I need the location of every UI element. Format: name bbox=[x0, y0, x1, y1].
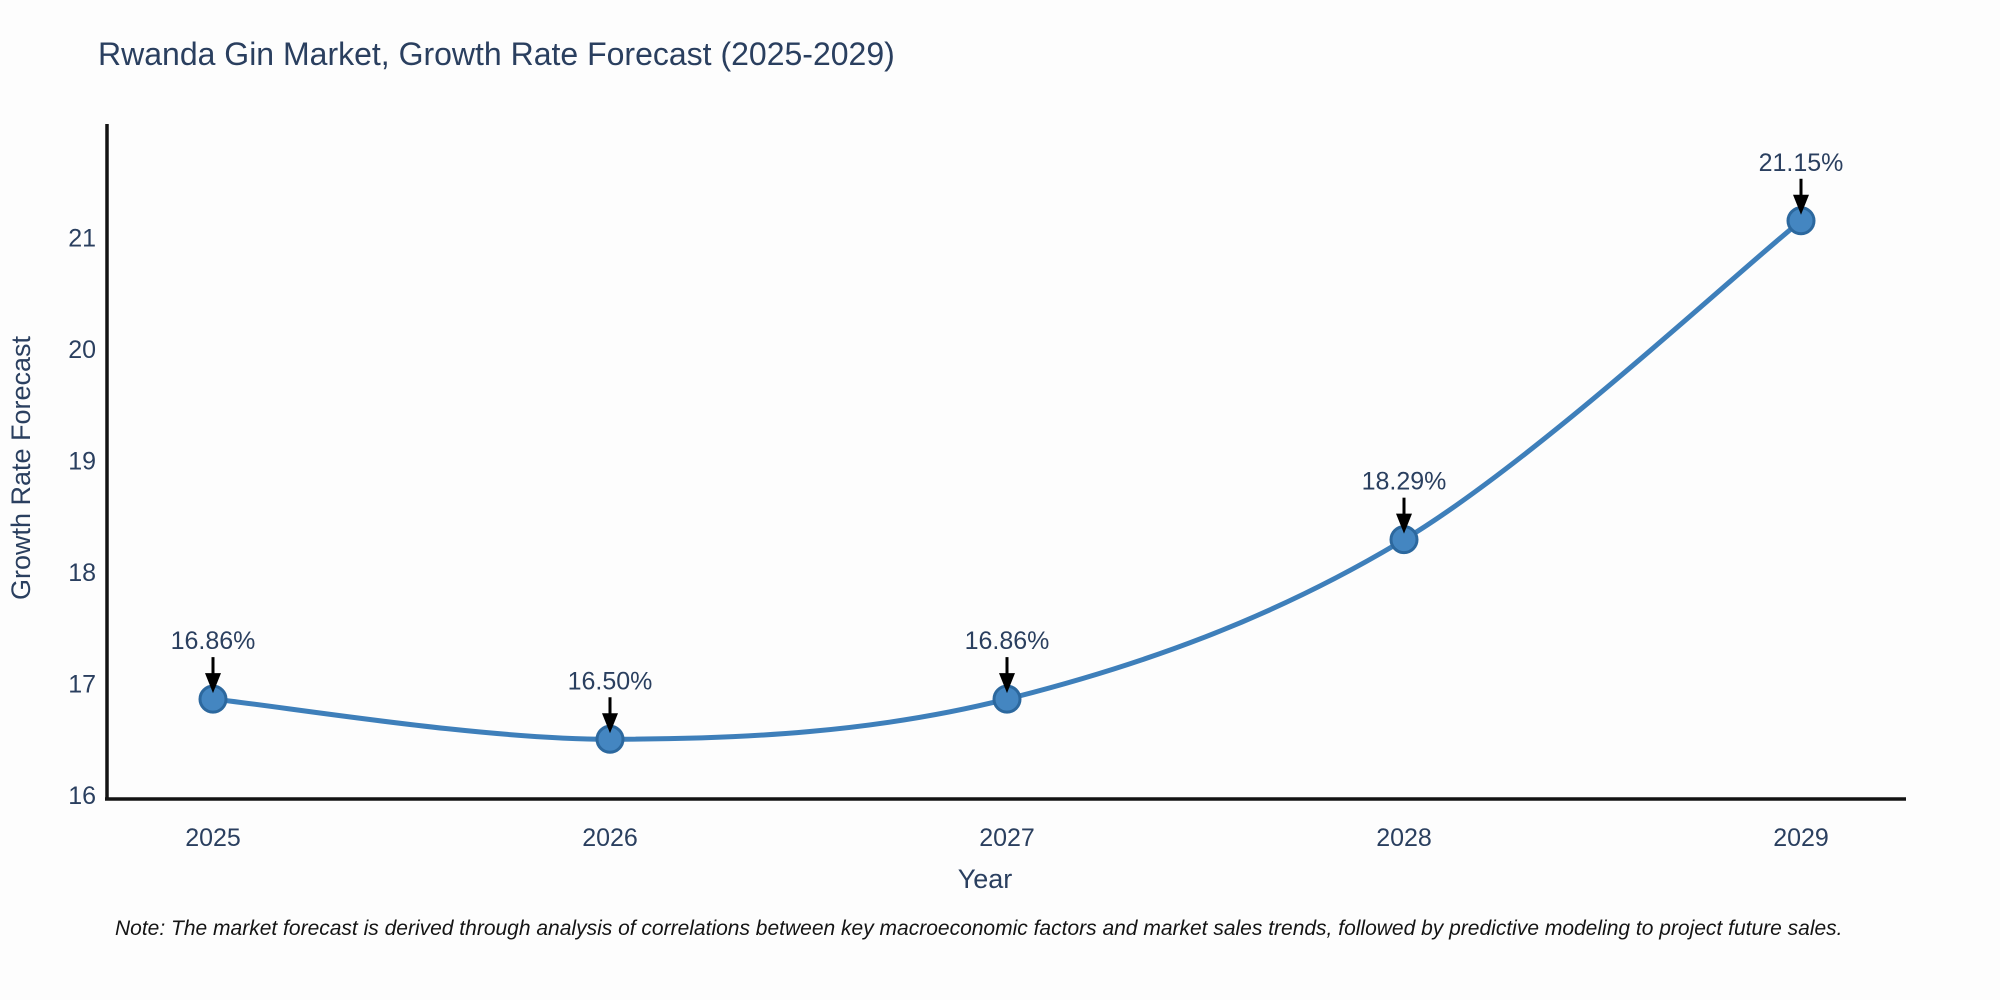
point-annotations: 16.86% 16.50% 16.86% 18.29% 21.15% bbox=[171, 149, 1844, 734]
axis-ticks: 16 17 18 19 20 21 2025 2026 2027 2028 2029 bbox=[68, 225, 1829, 853]
y-tick-17: 17 bbox=[68, 671, 96, 699]
annotation-arrow-head bbox=[602, 713, 618, 734]
annotation-arrow-head bbox=[205, 673, 221, 694]
point-label-2026: 16.50% bbox=[568, 667, 653, 695]
x-tick-2028: 2028 bbox=[1376, 824, 1432, 852]
x-tick-2025: 2025 bbox=[185, 824, 241, 852]
annotation-arrow-head bbox=[1793, 194, 1809, 215]
annotation-arrow-head bbox=[999, 673, 1015, 694]
x-axis-title: Year bbox=[958, 864, 1013, 894]
y-tick-20: 20 bbox=[68, 336, 96, 364]
point-label-2027: 16.86% bbox=[965, 627, 1050, 655]
point-label-2025: 16.86% bbox=[171, 627, 256, 655]
footnote: Note: The market forecast is derived thr… bbox=[115, 917, 1843, 940]
line-series bbox=[198, 206, 1816, 754]
point-label-2028: 18.29% bbox=[1362, 468, 1447, 496]
point-label-2029: 21.15% bbox=[1759, 149, 1844, 177]
y-tick-21: 21 bbox=[68, 225, 96, 253]
axes bbox=[105, 124, 1906, 801]
y-tick-18: 18 bbox=[68, 559, 96, 587]
x-tick-2027: 2027 bbox=[979, 824, 1035, 852]
x-tick-2029: 2029 bbox=[1773, 824, 1829, 852]
y-tick-16: 16 bbox=[68, 782, 96, 810]
annotation-arrow-head bbox=[1396, 513, 1412, 534]
chart-title: Rwanda Gin Market, Growth Rate Forecast … bbox=[98, 36, 895, 72]
y-tick-19: 19 bbox=[68, 448, 96, 476]
y-axis-title: Growth Rate Forecast bbox=[6, 335, 36, 600]
axis-titles: Year Growth Rate Forecast bbox=[6, 335, 1012, 894]
x-tick-2026: 2026 bbox=[582, 824, 638, 852]
